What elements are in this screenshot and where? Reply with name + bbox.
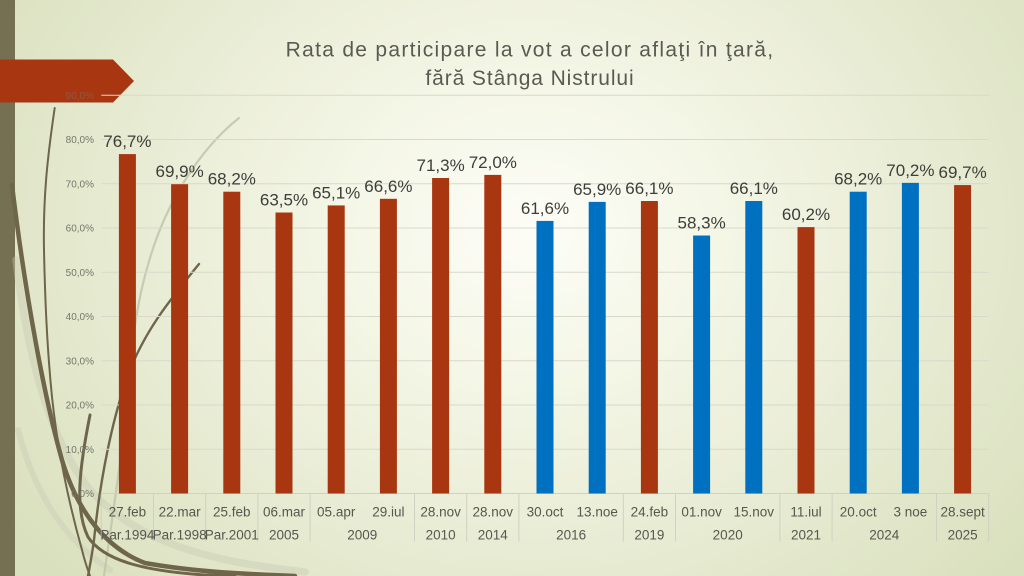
svg-text:61,6%: 61,6% [521,199,569,218]
svg-text:01.nov: 01.nov [681,505,722,520]
svg-text:Par.2001: Par.2001 [205,528,259,543]
svg-text:Rata de participare la vot a c: Rata de participare la vot a celor aflaţ… [286,39,775,62]
svg-text:2014: 2014 [478,528,509,543]
svg-text:28.sept: 28.sept [940,505,985,520]
svg-text:10,0%: 10,0% [66,445,94,456]
svg-text:Par.1994: Par.1994 [100,528,155,543]
svg-text:05.apr: 05.apr [317,505,356,520]
svg-text:13.noe: 13.noe [577,505,618,520]
svg-text:40,0%: 40,0% [66,312,94,323]
svg-text:90,0%: 90,0% [66,91,94,102]
svg-text:15.nov: 15.nov [734,505,775,520]
svg-text:71,3%: 71,3% [416,156,464,175]
svg-text:06.mar: 06.mar [263,505,306,520]
svg-text:66,6%: 66,6% [364,177,412,196]
svg-text:69,9%: 69,9% [155,162,203,181]
svg-text:69,7%: 69,7% [938,163,986,182]
svg-text:2010: 2010 [426,528,456,543]
svg-text:2019: 2019 [634,528,664,543]
svg-text:2020: 2020 [713,528,743,543]
svg-text:66,1%: 66,1% [625,179,673,198]
svg-text:22.mar: 22.mar [159,505,202,520]
svg-text:20.oct: 20.oct [840,505,877,520]
svg-text:20,0%: 20,0% [66,401,94,412]
svg-text:70,0%: 70,0% [66,179,94,190]
svg-text:60,0%: 60,0% [66,224,94,235]
svg-text:25.feb: 25.feb [213,505,251,520]
svg-text:24.feb: 24.feb [631,505,669,520]
svg-text:28.nov: 28.nov [420,505,461,520]
svg-text:65,1%: 65,1% [312,183,360,202]
svg-text:63,5%: 63,5% [260,191,308,210]
svg-text:30.oct: 30.oct [527,505,564,520]
svg-text:28.nov: 28.nov [473,505,514,520]
svg-text:11.iul: 11.iul [790,505,821,520]
svg-text:2021: 2021 [791,528,821,543]
svg-text:27.feb: 27.feb [109,505,147,520]
svg-text:60,2%: 60,2% [782,205,830,224]
svg-text:2016: 2016 [556,528,586,543]
svg-text:3 noe: 3 noe [894,505,928,520]
svg-text:2025: 2025 [948,528,978,543]
svg-text:50,0%: 50,0% [66,268,94,279]
svg-text:58,3%: 58,3% [677,214,725,233]
svg-text:2009: 2009 [347,528,377,543]
svg-text:76,7%: 76,7% [103,132,151,151]
svg-text:Par.1998: Par.1998 [153,528,207,543]
svg-text:2005: 2005 [269,528,299,543]
svg-text:80,0%: 80,0% [66,135,94,146]
svg-text:29.iul: 29.iul [372,505,404,520]
svg-text:65,9%: 65,9% [573,180,621,199]
svg-text:68,2%: 68,2% [834,170,882,189]
svg-text:72,0%: 72,0% [469,153,517,172]
svg-text:2024: 2024 [869,528,900,543]
svg-text:30,0%: 30,0% [66,356,94,367]
svg-text:0,0%: 0,0% [71,489,94,500]
svg-text:70,2%: 70,2% [886,161,934,180]
svg-text:fără Stânga Nistrului: fără Stânga Nistrului [425,67,634,90]
svg-text:68,2%: 68,2% [208,170,256,189]
svg-text:66,1%: 66,1% [730,179,778,198]
